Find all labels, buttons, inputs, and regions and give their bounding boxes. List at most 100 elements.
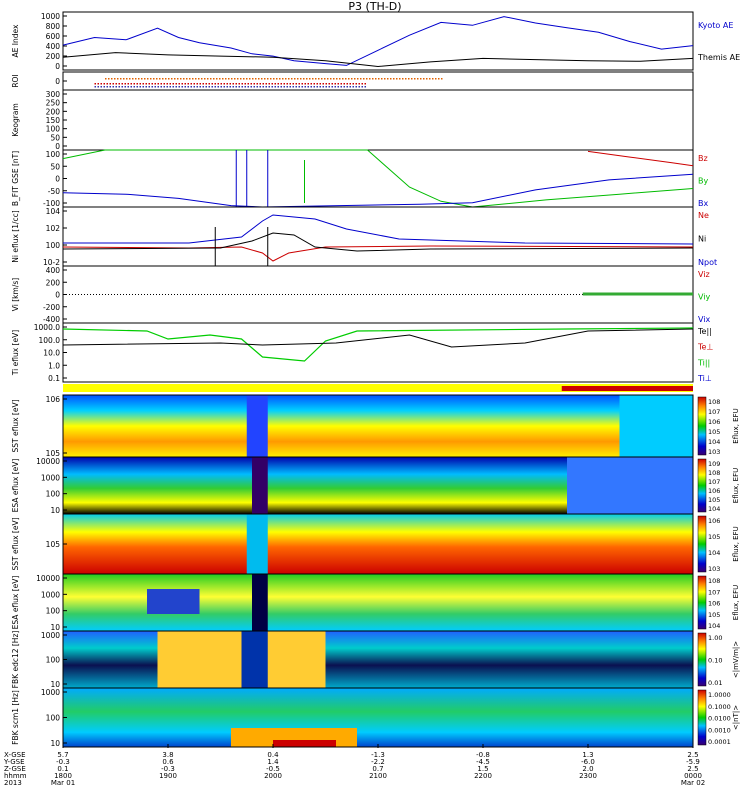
ytick-ae: 1000 <box>41 12 60 21</box>
roi-mark <box>265 86 267 88</box>
roi-mark <box>375 78 377 80</box>
ylabel-esa_e: ESA eflux [eV] <box>11 459 20 513</box>
roi-mark <box>282 78 284 80</box>
roi-mark <box>372 78 374 80</box>
roi-mark <box>240 78 242 80</box>
colorbar-tick-esa_i: 107 <box>708 588 720 596</box>
ytick-ae: 400 <box>46 42 61 51</box>
ytick-esa_i: 10000 <box>36 574 60 583</box>
ytick-esa_i: 10 <box>50 623 60 632</box>
roi-mark <box>273 78 275 80</box>
roi-mark <box>115 86 117 88</box>
roi-mark <box>363 78 365 80</box>
roi-mark <box>174 78 176 80</box>
ytick-roi: 0 <box>55 77 60 86</box>
spectrogram-sst_i <box>63 514 693 574</box>
roi-mark <box>142 86 144 88</box>
legend-viy: Viy <box>698 293 711 302</box>
roi-mark <box>297 78 299 80</box>
roi-mark <box>325 86 327 88</box>
roi-mark <box>292 83 294 85</box>
roi-mark <box>190 83 192 85</box>
roi-mark <box>336 78 338 80</box>
spectrogram-feature <box>147 589 200 614</box>
roi-mark <box>186 78 188 80</box>
legend-themis-ae: Themis AE <box>697 53 740 62</box>
ytick-vi: -400 <box>43 315 60 324</box>
status-bar <box>63 384 693 392</box>
ylabel-fbk_e: FBK edc12 [Hz] <box>11 631 20 689</box>
roi-mark <box>295 83 297 85</box>
roi-mark <box>301 86 303 88</box>
roi-mark <box>183 78 185 80</box>
roi-mark <box>141 78 143 80</box>
roi-mark <box>303 78 305 80</box>
roi-mark <box>130 86 132 88</box>
ylabel-esa_i: ESA eflux [eV] <box>11 576 20 630</box>
axis-tick-label: -5.9 <box>686 758 700 766</box>
roi-mark <box>139 83 141 85</box>
roi-mark <box>127 83 129 85</box>
colorbar-tick-sst_e: 105 <box>708 428 720 436</box>
series-line-kyoto-ae <box>62 16 694 66</box>
roi-mark <box>318 78 320 80</box>
axis-tick-label: -0.3 <box>161 765 175 773</box>
axis-tick-label: 2200 <box>474 772 492 780</box>
roi-mark <box>369 78 371 80</box>
roi-mark <box>226 86 228 88</box>
roi-mark <box>355 86 357 88</box>
roi-mark <box>253 86 255 88</box>
ytick-esa_e: 100 <box>46 490 61 499</box>
roi-mark <box>349 83 351 85</box>
legend-bx: Bx <box>698 199 708 208</box>
axis-row-label: Y-GSE <box>3 758 25 766</box>
roi-mark <box>196 83 198 85</box>
spectrogram-feature <box>241 631 268 688</box>
roi-mark <box>157 83 159 85</box>
axis-tick-label: 2300 <box>579 772 597 780</box>
roi-mark <box>333 78 335 80</box>
panel-frame-keogram <box>62 89 694 151</box>
roi-mark <box>133 86 135 88</box>
roi-mark <box>156 78 158 80</box>
ytick-bfit: 100 <box>46 150 61 159</box>
roi-mark <box>201 78 203 80</box>
axis-tick-label: 0.7 <box>372 765 383 773</box>
roi-mark <box>118 86 120 88</box>
ylabel-ae: AE Index <box>11 24 20 57</box>
roi-mark <box>361 86 363 88</box>
colorbar-label-sst_e: Eflux, EFU <box>732 408 740 443</box>
roi-mark <box>235 83 237 85</box>
legend-npot: Npot <box>698 258 717 267</box>
series-line-te-par <box>62 328 694 348</box>
roi-mark <box>351 78 353 80</box>
roi-mark <box>256 83 258 85</box>
roi-mark <box>178 83 180 85</box>
roi-mark <box>381 78 383 80</box>
roi-mark <box>244 83 246 85</box>
roi-mark <box>378 78 380 80</box>
roi-mark <box>364 83 366 85</box>
roi-mark <box>438 78 440 80</box>
roi-mark <box>120 78 122 80</box>
roi-mark <box>109 86 111 88</box>
roi-mark <box>187 83 189 85</box>
roi-mark <box>316 86 318 88</box>
roi-mark <box>420 78 422 80</box>
roi-mark <box>220 86 222 88</box>
colorbar-sst_i <box>697 515 707 573</box>
roi-mark <box>313 83 315 85</box>
roi-mark <box>232 86 234 88</box>
ytick-fbk_b: 1000 <box>41 688 60 697</box>
roi-mark <box>291 78 293 80</box>
roi-mark <box>262 86 264 88</box>
colorbar-tick-sst_e: 106 <box>708 418 720 426</box>
colorbar-label-sst_i: Eflux, EFU <box>732 526 740 561</box>
roi-mark <box>115 83 117 85</box>
roi-mark <box>166 86 168 88</box>
legend-te||: Te|| <box>697 327 712 336</box>
roi-mark <box>298 83 300 85</box>
roi-mark <box>216 78 218 80</box>
roi-mark <box>166 83 168 85</box>
roi-mark <box>147 78 149 80</box>
